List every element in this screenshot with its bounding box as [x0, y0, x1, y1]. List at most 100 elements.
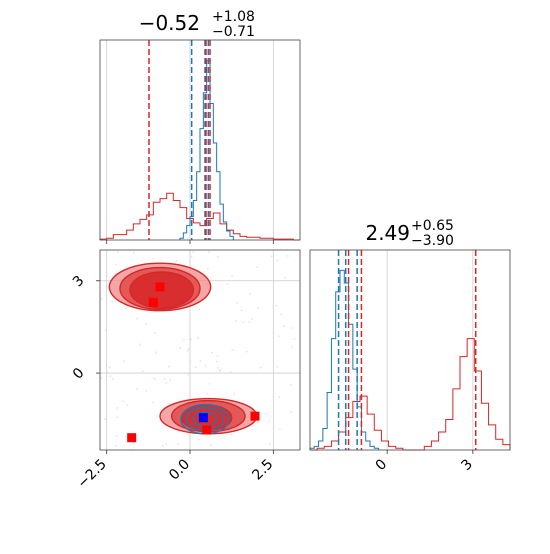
scatter-sample-point-11: [286, 255, 289, 257]
top-title-upper-error: +1.08: [212, 9, 255, 25]
scatter-sample-point-135: [257, 307, 259, 310]
scatter-sample-point-79: [207, 267, 209, 270]
scatter-sample-point-136: [154, 332, 157, 334]
scatter-sample-point-90: [187, 434, 189, 436]
top-red-histogram: [99, 192, 300, 241]
scatter-sample-point-78: [187, 373, 189, 376]
scatter-sample-point-121: [269, 443, 272, 446]
scatter-sample-point-122: [206, 393, 209, 396]
scatter-sample-point-132: [154, 378, 157, 381]
scatter-sample-point-80: [204, 364, 207, 367]
joint-scatter-panel: −2.5 0.0 2.5 3 0: [70, 249, 301, 492]
right-panel-frame: [309, 249, 511, 451]
scatter-sample-point-87: [256, 266, 259, 268]
scatter-sample-point-96: [109, 375, 112, 378]
scatter-plot-area: [100, 250, 300, 450]
scatter-sample-point-119: [177, 442, 179, 445]
top-title-value: −0.52: [139, 11, 200, 35]
scatter-sample-point-21: [115, 263, 117, 266]
scatter-sample-point-29: [235, 319, 238, 322]
scatter-sample-point-129: [116, 406, 119, 409]
scatter-ytick-label-0: 3: [70, 273, 88, 291]
scatter-sample-point-110: [277, 335, 280, 338]
scatter-sample-point-20: [169, 379, 172, 381]
scatter-sample-point-113: [179, 347, 182, 349]
scatter-sample-point-85: [276, 365, 279, 368]
scatter-sample-point-131: [216, 256, 219, 258]
scatter-sample-point-68: [194, 366, 197, 368]
scatter-xtick-label-0: −2.5: [74, 456, 109, 491]
scatter-sample-point-39: [248, 321, 251, 323]
scatter-sample-point-15: [233, 392, 236, 395]
scatter-sample-point-91: [293, 338, 296, 340]
scatter-sample-point-134: [283, 325, 285, 328]
scatter-xtick-label-2: 2.5: [249, 456, 276, 483]
scatter-sample-point-42: [142, 370, 144, 373]
scatter-sample-point-18: [208, 383, 211, 385]
scatter-sample-point-138: [291, 327, 294, 330]
scatter-sample-point-1: [122, 400, 124, 403]
scatter-sample-point-125: [145, 323, 147, 326]
scatter-sample-point-100: [139, 343, 141, 346]
blue-marker-0: [198, 413, 208, 423]
scatter-sample-point-116: [190, 338, 193, 341]
scatter-sample-point-77: [105, 329, 107, 331]
scatter-sample-point-117: [279, 428, 281, 430]
scatter-sample-point-60: [197, 438, 200, 441]
scatter-sample-point-41: [163, 377, 166, 380]
right-red-histogram: [310, 338, 511, 451]
scatter-sample-point-33: [189, 361, 192, 364]
titles-group: −0.52 +1.08 −0.71 2.49 +0.65 −3.90: [139, 9, 454, 249]
scatter-panel-frame: [99, 249, 301, 451]
red-marker-1: [148, 297, 158, 307]
scatter-sample-point-82: [231, 349, 234, 352]
scatter-sample-point-52: [103, 418, 106, 421]
scatter-sample-point-72: [242, 321, 245, 324]
scatter-sample-point-103: [106, 371, 108, 374]
scatter-sample-point-37: [270, 255, 273, 258]
red-marker-3: [127, 433, 137, 443]
scatter-sample-point-38: [284, 277, 287, 279]
scatter-sample-point-109: [167, 365, 170, 368]
right-title-upper-error: +0.65: [411, 218, 454, 234]
scatter-sample-point-49: [216, 355, 219, 358]
scatter-sample-point-115: [111, 300, 114, 303]
scatter-sample-point-88: [208, 251, 210, 253]
scatter-sample-point-76: [136, 388, 139, 391]
scatter-sample-point-75: [115, 435, 118, 438]
scatter-sample-point-2: [187, 347, 190, 350]
scatter-sample-point-111: [116, 416, 118, 419]
scatter-sample-point-89: [226, 283, 228, 285]
scatter-sample-point-40: [210, 444, 212, 447]
scatter-sample-point-102: [290, 346, 293, 349]
scatter-sample-point-25: [250, 318, 253, 321]
scatter-sample-point-61: [155, 351, 157, 354]
scatter-sample-point-12: [123, 360, 126, 363]
right-xtick-label-0: 0: [373, 456, 391, 474]
scatter-sample-point-86: [198, 308, 201, 311]
scatter-sample-point-95: [275, 304, 278, 307]
scatter-sample-point-123: [168, 402, 170, 405]
scatter-sample-point-104: [135, 317, 138, 320]
scatter-sample-point-30: [290, 384, 292, 386]
scatter-sample-point-69: [100, 297, 103, 300]
scatter-sample-point-62: [111, 377, 114, 380]
scatter-sample-point-124: [245, 350, 248, 353]
scatter-sample-point-57: [115, 444, 118, 447]
scatter-sample-point-6: [230, 433, 233, 436]
scatter-sample-point-114: [165, 443, 168, 446]
scatter-sample-point-127: [175, 259, 178, 262]
scatter-sample-point-45: [100, 377, 103, 379]
scatter-sample-point-108: [265, 413, 267, 416]
scatter-sample-point-97: [192, 251, 195, 253]
scatter-sample-point-44: [152, 257, 155, 260]
scatter-sample-point-73: [152, 377, 155, 380]
scatter-sample-point-46: [216, 360, 219, 363]
scatter-sample-point-16: [133, 251, 135, 254]
scatter-sample-point-64: [257, 421, 260, 424]
scatter-sample-point-59: [267, 419, 270, 422]
scatter-sample-point-34: [151, 401, 154, 404]
scatter-sample-point-137: [125, 307, 128, 310]
scatter-sample-point-83: [280, 313, 283, 316]
